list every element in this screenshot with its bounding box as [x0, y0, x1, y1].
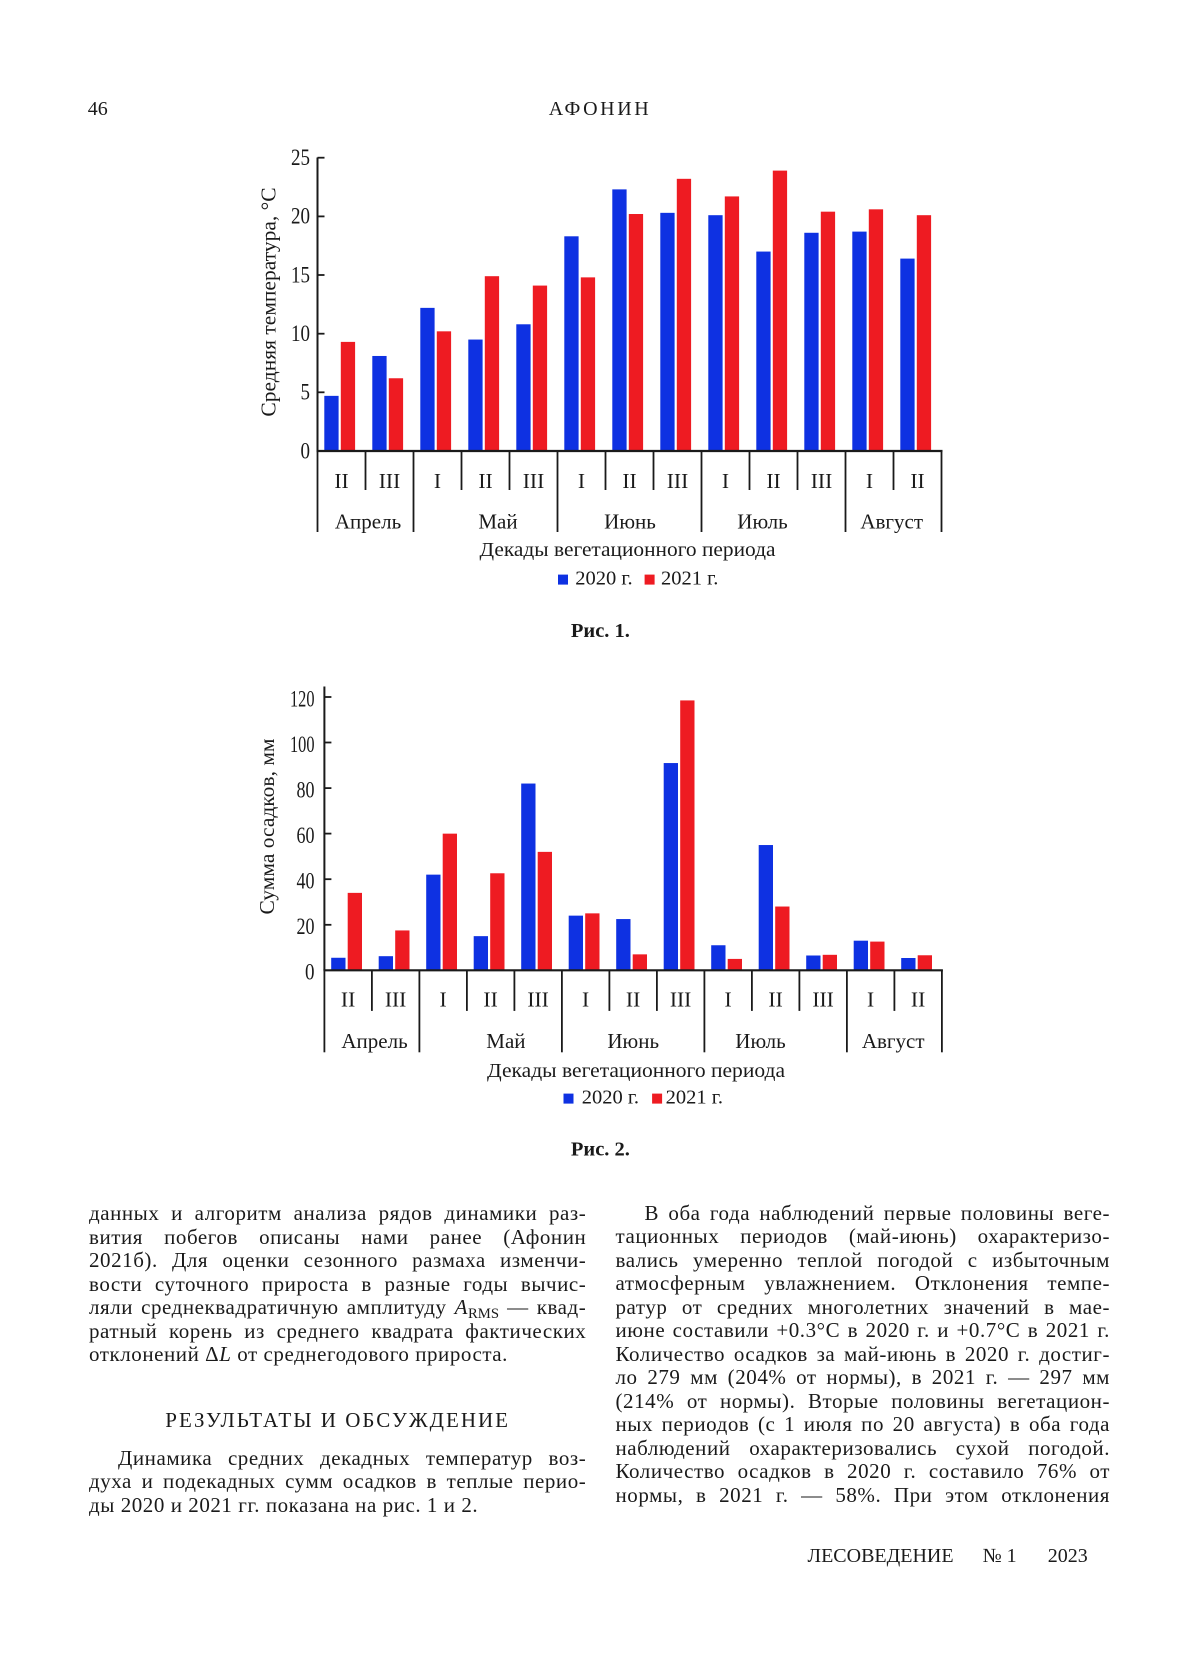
svg-text:40: 40	[297, 869, 315, 894]
svg-text:II: II	[768, 987, 782, 1011]
svg-text:I: I	[582, 987, 589, 1011]
svg-text:Апрель: Апрель	[341, 1029, 407, 1053]
svg-text:0: 0	[305, 960, 315, 985]
svg-text:2020 г.: 2020 г.	[582, 1087, 639, 1109]
svg-text:II: II	[766, 469, 780, 493]
svg-text:25: 25	[291, 145, 310, 170]
svg-text:20: 20	[291, 204, 310, 229]
svg-text:2021 г.: 2021 г.	[661, 567, 718, 589]
svg-text:Рис. 2.: Рис. 2.	[571, 1138, 630, 1160]
svg-text:100: 100	[290, 732, 315, 757]
svg-text:I: I	[725, 987, 732, 1011]
svg-text:Сумма осадков, мм: Сумма осадков, мм	[255, 738, 279, 914]
svg-text:I: I	[866, 469, 873, 493]
svg-text:20: 20	[297, 914, 315, 939]
svg-text:II: II	[483, 987, 497, 1011]
svg-text:III: III	[379, 469, 400, 493]
svg-text:III: III	[812, 987, 833, 1011]
svg-text:Средняя температура, °С: Средняя температура, °С	[256, 187, 280, 416]
svg-text:Июнь: Июнь	[604, 510, 656, 534]
svg-text:II: II	[911, 987, 925, 1011]
svg-text:I: I	[440, 987, 447, 1011]
svg-text:80: 80	[297, 777, 315, 802]
svg-text:III: III	[385, 987, 406, 1011]
svg-text:5: 5	[301, 380, 311, 405]
svg-text:II: II	[622, 469, 636, 493]
svg-text:III: III	[527, 987, 548, 1011]
svg-text:II: II	[341, 987, 355, 1011]
svg-text:III: III	[811, 469, 832, 493]
svg-text:II: II	[478, 469, 492, 493]
svg-text:I: I	[867, 987, 874, 1011]
svg-text:15: 15	[291, 262, 310, 287]
svg-text:60: 60	[297, 823, 315, 848]
svg-text:Июнь: Июнь	[607, 1029, 659, 1053]
svg-text:0: 0	[301, 438, 311, 463]
svg-text:10: 10	[291, 321, 310, 346]
svg-text:Декады вегетационного периода: Декады вегетационного периода	[487, 1060, 785, 1082]
svg-text:Рис. 1.: Рис. 1.	[571, 620, 630, 642]
svg-text:I: I	[722, 469, 729, 493]
svg-text:Август: Август	[862, 1029, 925, 1053]
svg-text:III: III	[523, 469, 544, 493]
svg-text:III: III	[670, 987, 691, 1011]
svg-text:Июль: Июль	[737, 510, 787, 534]
svg-text:2021 г.: 2021 г.	[666, 1087, 723, 1109]
svg-text:Август: Август	[860, 510, 923, 534]
svg-text:Май: Май	[478, 510, 517, 534]
svg-text:2020 г.: 2020 г.	[575, 567, 632, 589]
svg-text:II: II	[626, 987, 640, 1011]
svg-text:Май: Май	[486, 1029, 525, 1053]
svg-text:Декады вегетационного периода: Декады вегетационного периода	[480, 539, 776, 561]
svg-text:I: I	[434, 469, 441, 493]
svg-text:II: II	[334, 469, 348, 493]
svg-text:I: I	[578, 469, 585, 493]
svg-text:Июль: Июль	[735, 1029, 785, 1053]
svg-text:III: III	[667, 469, 688, 493]
svg-text:Апрель: Апрель	[335, 510, 401, 534]
svg-text:120: 120	[290, 686, 315, 711]
svg-text:II: II	[910, 469, 924, 493]
